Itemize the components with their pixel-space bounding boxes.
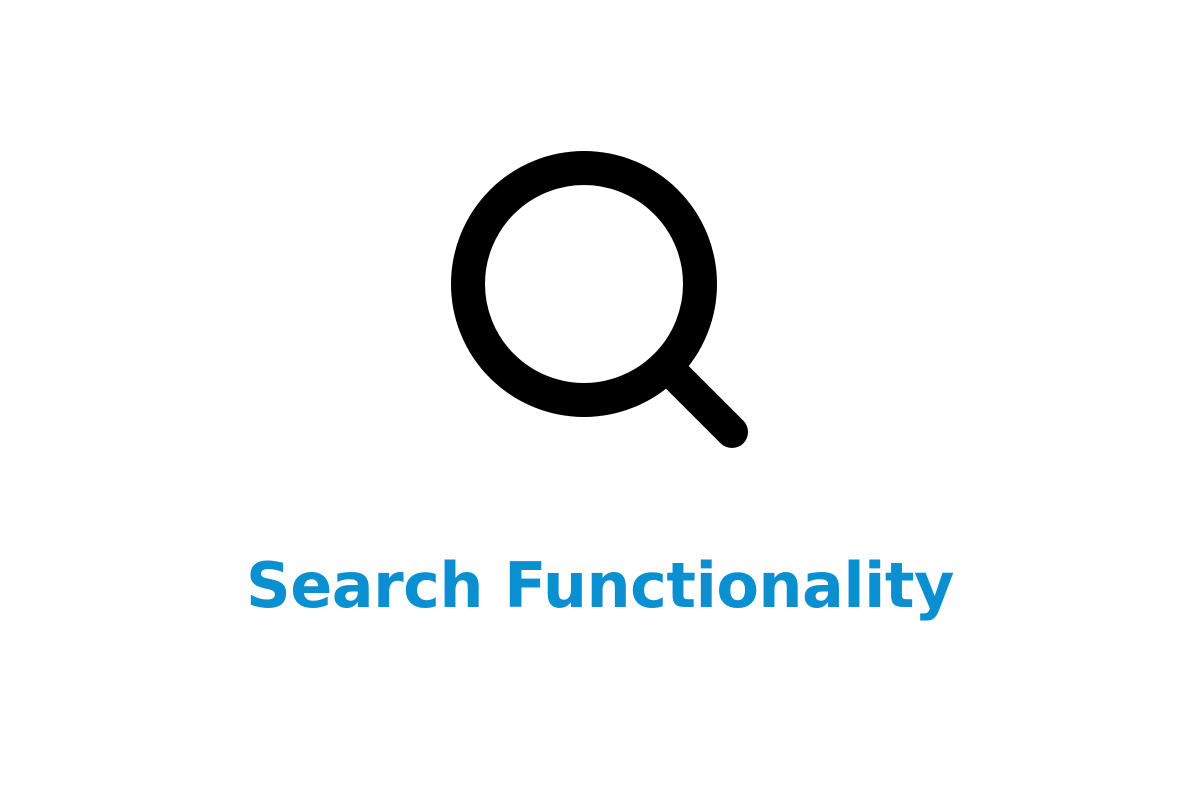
search-icon xyxy=(448,150,754,456)
page-title: Search Functionality xyxy=(246,549,954,622)
